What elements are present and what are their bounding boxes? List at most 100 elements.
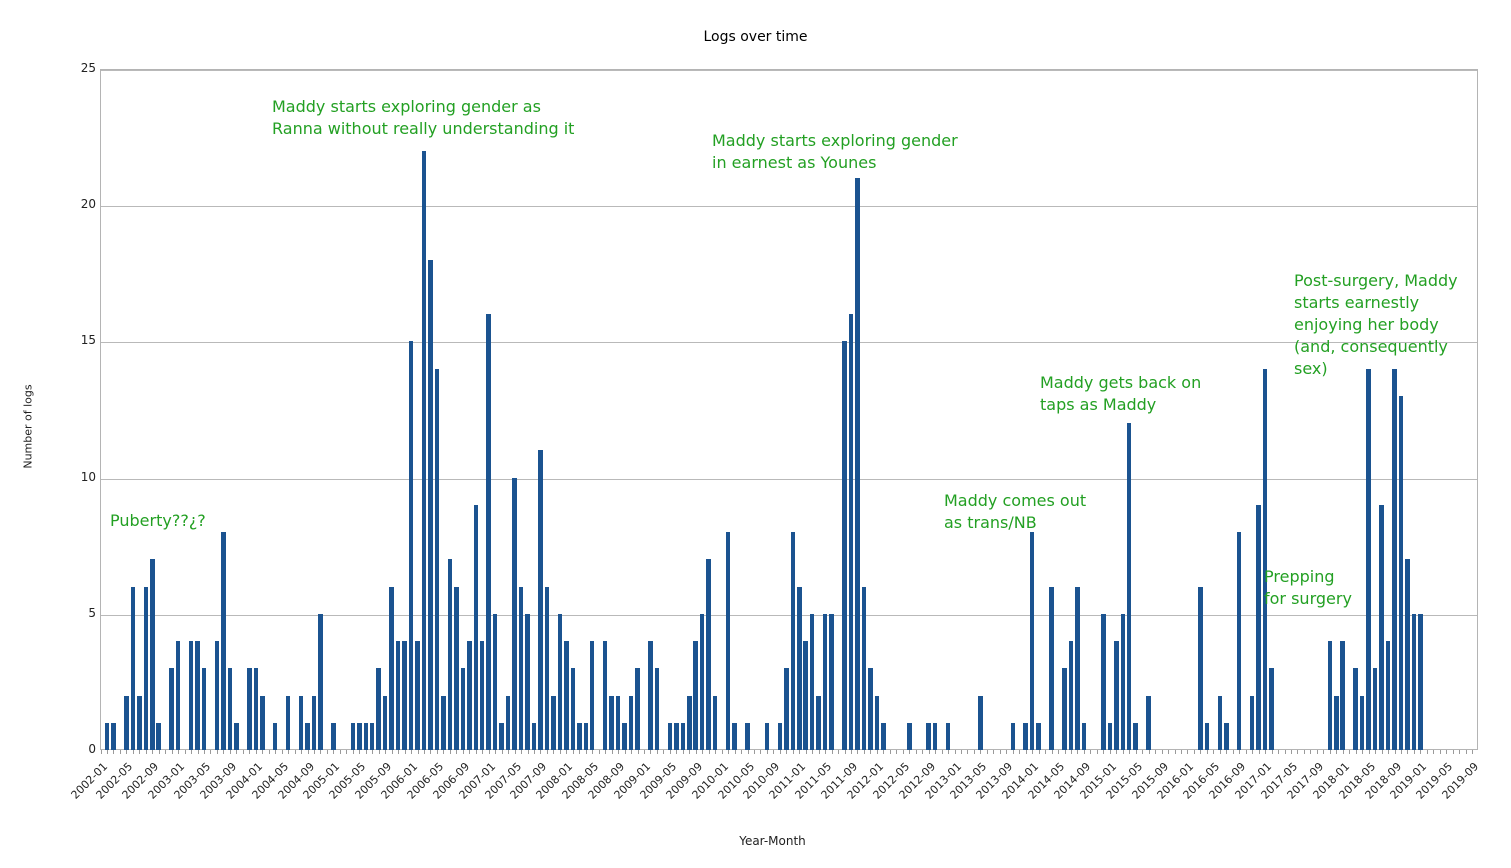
bar-2002-07 xyxy=(137,695,142,750)
x-tick-85 xyxy=(650,750,652,754)
bar-2005-08 xyxy=(376,668,381,750)
bar-2015-07 xyxy=(1146,695,1151,750)
x-tick-188 xyxy=(1316,750,1318,754)
bar-2011-01 xyxy=(797,586,802,750)
x-tick-121 xyxy=(883,750,885,754)
bar-2007-12 xyxy=(557,613,563,750)
x-tick-64 xyxy=(514,750,516,754)
x-tick-185 xyxy=(1297,750,1299,754)
x-tick-154 xyxy=(1096,750,1098,754)
x-tick-102 xyxy=(760,750,762,754)
x-tick-32 xyxy=(307,750,309,754)
x-tick-29 xyxy=(288,750,290,754)
x-tick-78 xyxy=(605,750,607,754)
bar-2014-07 xyxy=(1068,641,1074,750)
x-tick-57 xyxy=(469,750,471,754)
x-tick-142 xyxy=(1019,750,1021,754)
bar-2012-09 xyxy=(926,722,931,750)
x-tick-94 xyxy=(708,750,710,754)
x-tick-80 xyxy=(618,750,620,754)
x-tick-151 xyxy=(1077,750,1079,754)
x-tick-27 xyxy=(275,750,277,754)
x-tick-75 xyxy=(585,750,587,754)
x-tick-167 xyxy=(1180,750,1182,754)
bar-2002-10 xyxy=(156,722,161,750)
annotation-puberty: Puberty??¿? xyxy=(110,510,206,532)
x-tick-88 xyxy=(669,750,671,754)
annotation-younes: Maddy starts exploring gender in earnest … xyxy=(712,130,958,174)
x-tick-53 xyxy=(443,750,445,754)
bar-2005-10 xyxy=(389,586,394,750)
annotation-line: Post-surgery, Maddy xyxy=(1294,271,1458,290)
bar-2002-02 xyxy=(104,722,110,750)
bar-2004-11 xyxy=(318,613,323,750)
x-tick-165 xyxy=(1168,750,1170,754)
bar-2002-05 xyxy=(124,695,129,750)
x-tick-2 xyxy=(113,750,115,754)
x-tick-114 xyxy=(838,750,840,754)
x-tick-108 xyxy=(799,750,801,754)
annotation-line: Maddy starts exploring gender xyxy=(712,131,958,150)
bar-2007-02 xyxy=(492,613,498,750)
x-tick-17 xyxy=(210,750,212,754)
x-tick-148 xyxy=(1058,750,1060,754)
bar-2002-12 xyxy=(169,668,174,750)
bar-2007-03 xyxy=(499,722,504,750)
bar-2006-03 xyxy=(421,150,427,750)
bar-2010-10 xyxy=(777,722,783,750)
bar-2018-10 xyxy=(1398,395,1404,750)
x-tick-26 xyxy=(268,750,270,754)
bar-2010-03 xyxy=(732,722,737,750)
x-tick-62 xyxy=(501,750,503,754)
x-tick-20 xyxy=(229,750,231,754)
x-tick-139 xyxy=(999,750,1001,754)
x-tick-96 xyxy=(721,750,723,754)
annotation-line: sex) xyxy=(1294,359,1328,378)
x-tick-19 xyxy=(223,750,225,754)
bar-2006-08 xyxy=(454,586,459,750)
x-tick-202 xyxy=(1407,750,1409,754)
x-tick-207 xyxy=(1439,750,1441,754)
bar-2008-09 xyxy=(615,695,621,750)
bar-2011-09 xyxy=(848,314,854,750)
bar-2005-09 xyxy=(382,695,388,750)
x-tick-58 xyxy=(475,750,477,754)
x-tick-104 xyxy=(773,750,775,754)
x-tick-164 xyxy=(1161,750,1163,754)
annotation-line: as trans/NB xyxy=(944,513,1037,532)
x-tick-3 xyxy=(119,750,121,754)
bar-2003-08 xyxy=(221,532,226,750)
x-tick-190 xyxy=(1329,750,1331,754)
x-tick-137 xyxy=(986,750,988,754)
annotation-line: Maddy gets back on xyxy=(1040,373,1202,392)
annotation-ranna: Maddy starts exploring gender as Ranna wi… xyxy=(272,96,574,140)
x-tick-127 xyxy=(922,750,924,754)
bar-2006-09 xyxy=(460,668,466,750)
x-tick-0 xyxy=(100,750,102,754)
bar-2015-02 xyxy=(1114,641,1119,750)
bar-2007-05 xyxy=(512,477,517,750)
x-tick-76 xyxy=(592,750,594,754)
x-tick-36 xyxy=(333,750,335,754)
gridline-y-5 xyxy=(101,614,1477,616)
x-tick-48 xyxy=(411,750,413,754)
x-tick-124 xyxy=(902,750,904,754)
x-tick-12 xyxy=(178,750,180,754)
x-tick-95 xyxy=(715,750,717,754)
x-tick-37 xyxy=(339,750,341,754)
x-tick-103 xyxy=(766,750,768,754)
bar-2010-12 xyxy=(790,532,796,750)
x-tick-23 xyxy=(249,750,251,754)
annotation-line: in earnest as Younes xyxy=(712,153,877,172)
bar-2010-11 xyxy=(784,668,789,750)
x-tick-191 xyxy=(1336,750,1338,754)
annotation-line: Maddy starts exploring gender as xyxy=(272,97,541,116)
bar-2015-03 xyxy=(1120,613,1125,750)
bar-2018-03 xyxy=(1353,668,1358,750)
bar-2002-06 xyxy=(130,586,136,750)
x-tick-45 xyxy=(391,750,393,754)
x-tick-109 xyxy=(805,750,807,754)
bar-2011-05 xyxy=(822,613,828,750)
bar-2009-05 xyxy=(667,722,673,750)
bar-2007-04 xyxy=(505,695,511,750)
